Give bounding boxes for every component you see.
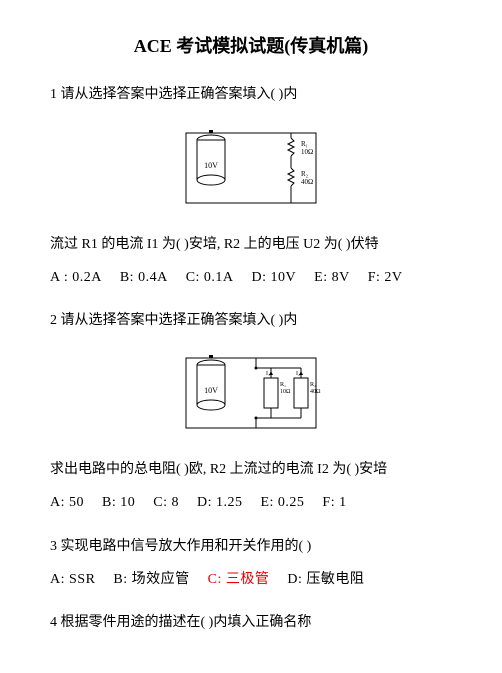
q3-opt-a: A: SSR — [50, 572, 95, 587]
q2-r1-value: 10Ω — [280, 389, 291, 395]
q2-circuit-diagram: 10V R₁ 10Ω I₁ R₂ 40Ω I₂ — [176, 343, 326, 443]
q1-opt-f: F: 2V — [368, 270, 403, 285]
q1-opt-e: E: 8V — [314, 270, 350, 285]
q2-options: A: 50 B: 10 C: 8 D: 1.25 E: 0.25 F: 1 — [50, 490, 452, 515]
r2-label: R₂ — [301, 170, 309, 178]
q2-battery-label: 10V — [204, 386, 218, 395]
q2-r2-label: R₂ — [310, 382, 316, 388]
q3-options: A: SSR B: 场效应管 C: 三极管 D: 压敏电阻 — [50, 567, 452, 592]
q2-prompt: 2 请从选择答案中选择正确答案填入( )内 — [50, 308, 452, 333]
q1-options: A : 0.2A B: 0.4A C: 0.1A D: 10V E: 8V F:… — [50, 265, 452, 290]
r1-label: R₁ — [301, 140, 308, 148]
q2-opt-c: C: 8 — [153, 495, 179, 510]
q2-i1-label: I₁ — [266, 371, 270, 377]
q2-r2-value: 40Ω — [310, 389, 321, 395]
q2-r1-label: R₁ — [280, 382, 286, 388]
page-title: ACE 考试模拟试题(传真机篇) — [50, 30, 452, 62]
q1-circuit-diagram: 10V R₁ 10Ω R₂ 40Ω — [176, 118, 326, 218]
q1-opt-a: A : 0.2A — [50, 270, 102, 285]
q3-opt-c: C: 三极管 — [208, 572, 270, 587]
q2-subtext: 求出电路中的总电阻( )欧, R2 上流过的电流 I2 为( )安培 — [50, 457, 452, 482]
q4-prompt: 4 根据零件用途的描述在( )内填入正确名称 — [50, 610, 452, 635]
q2-opt-a: A: 50 — [50, 495, 84, 510]
q1-opt-d: D: 10V — [252, 270, 297, 285]
q3-prompt: 3 实现电路中信号放大作用和开关作用的( ) — [50, 534, 452, 559]
q3-opt-b: B: 场效应管 — [113, 572, 189, 587]
q2-opt-f: F: 1 — [322, 495, 346, 510]
q2-i2-label: I₂ — [296, 371, 300, 377]
q1-subtext: 流过 R1 的电流 I1 为( )安培, R2 上的电压 U2 为( )伏特 — [50, 232, 452, 257]
q1-prompt: 1 请从选择答案中选择正确答案填入( )内 — [50, 82, 452, 107]
q2-opt-b: B: 10 — [102, 495, 135, 510]
r1-value: 10Ω — [301, 148, 313, 156]
q2-opt-d: D: 1.25 — [197, 495, 243, 510]
q1-opt-c: C: 0.1A — [186, 270, 234, 285]
q1-opt-b: B: 0.4A — [120, 270, 168, 285]
q2-opt-e: E: 0.25 — [260, 495, 304, 510]
q3-opt-d: D: 压敏电阻 — [287, 572, 364, 587]
battery-label: 10V — [204, 161, 218, 170]
r2-value: 40Ω — [301, 178, 313, 186]
